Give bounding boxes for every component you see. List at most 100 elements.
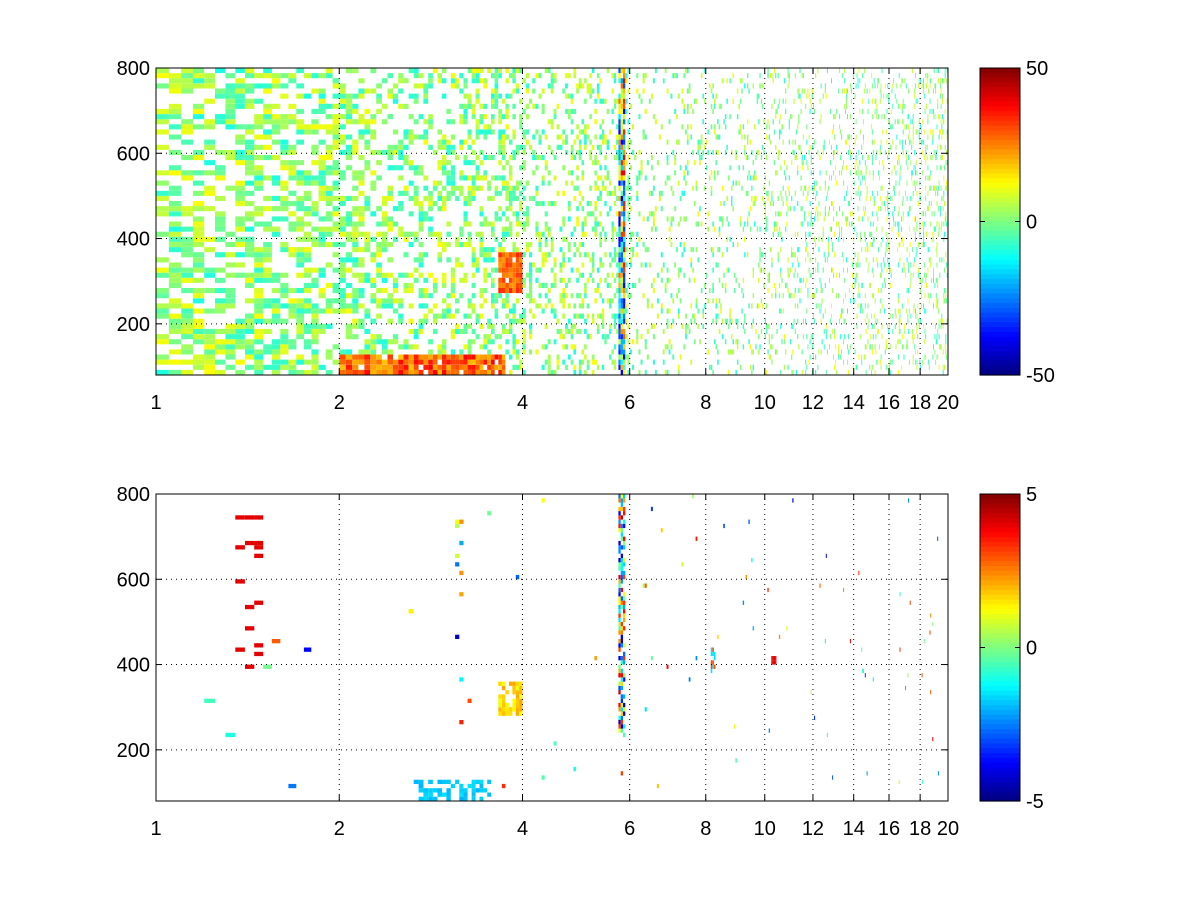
heatmap-cell	[181, 349, 193, 354]
heatmap-cell	[943, 349, 944, 354]
heatmap-cell	[875, 370, 876, 375]
heatmap-cell	[442, 273, 446, 278]
heatmap-cell	[512, 703, 515, 707]
heatmap-cell	[616, 252, 618, 257]
heatmap-cell	[495, 334, 499, 339]
heatmap-cell	[614, 78, 616, 83]
heatmap-cell	[358, 206, 364, 211]
heatmap-cell	[512, 682, 515, 686]
heatmap-cell	[937, 537, 938, 541]
heatmap-cell	[904, 329, 905, 334]
heatmap-cell	[773, 119, 774, 124]
heatmap-cell	[929, 365, 930, 370]
heatmap-cell	[495, 186, 499, 191]
heatmap-cell	[614, 278, 616, 283]
heatmap-cell	[404, 160, 409, 165]
heatmap-cell	[885, 83, 886, 88]
heatmap-cell	[680, 268, 682, 273]
heatmap-cell	[829, 175, 830, 180]
heatmap-cell	[326, 309, 333, 314]
heatmap-cell	[215, 309, 225, 314]
heatmap-cell	[744, 135, 745, 140]
heatmap-cell	[438, 780, 443, 784]
heatmap-cell	[780, 273, 781, 278]
heatmap-cell	[423, 288, 428, 293]
heatmap-cell	[539, 232, 542, 237]
heatmap-cell	[319, 191, 326, 196]
heatmap-cell	[565, 344, 568, 349]
heatmap-cell	[548, 119, 551, 124]
heatmap-cell	[741, 135, 742, 140]
heatmap-cell	[638, 150, 640, 155]
heatmap-cell	[512, 303, 515, 308]
heatmap-cell	[579, 293, 582, 298]
heatmap-cell	[908, 114, 909, 119]
heatmap-cell	[364, 344, 370, 349]
heatmap-cell	[803, 73, 804, 78]
heatmap-cell	[304, 283, 311, 288]
heatmap-cell	[414, 344, 419, 349]
heatmap-cell	[358, 273, 364, 278]
heatmap-cell	[364, 370, 370, 375]
heatmap-cell	[193, 252, 204, 257]
heatmap-cell	[364, 339, 370, 344]
heatmap-cell	[472, 339, 476, 344]
heatmap-cell	[835, 344, 836, 349]
heatmap-cell	[711, 660, 713, 664]
heatmap-cell	[943, 175, 944, 180]
heatmap-cell	[914, 89, 915, 94]
heatmap-cell	[393, 150, 398, 155]
heatmap-cell	[847, 114, 848, 119]
heatmap-cell	[529, 196, 532, 201]
heatmap-cell	[498, 206, 502, 211]
heatmap-cell	[830, 227, 831, 232]
heatmap-cell	[272, 83, 280, 88]
heatmap-cell	[934, 211, 935, 216]
heatmap-cell	[786, 196, 787, 201]
heatmap-cell	[916, 314, 917, 319]
heatmap-cell	[653, 186, 655, 191]
heatmap-cell	[896, 99, 897, 104]
heatmap-cell	[621, 694, 623, 698]
heatmap-cell	[618, 278, 620, 283]
heatmap-cell	[623, 303, 625, 308]
heatmap-cell	[946, 150, 947, 155]
heatmap-cell	[169, 370, 181, 375]
heatmap-cell	[856, 83, 857, 88]
heatmap-cell	[509, 288, 513, 293]
heatmap-cell	[747, 119, 748, 124]
heatmap-cell	[263, 665, 272, 669]
heatmap-cell	[643, 89, 645, 94]
heatmap-cell	[623, 329, 625, 334]
heatmap-cell	[451, 355, 455, 360]
heatmap-cell	[855, 278, 856, 283]
heatmap-cell	[747, 83, 748, 88]
heatmap-cell	[245, 216, 254, 221]
heatmap-cell	[326, 242, 333, 247]
heatmap-cell	[592, 68, 595, 73]
heatmap-cell	[771, 334, 772, 339]
heatmap-cell	[911, 145, 912, 150]
heatmap-cell	[941, 155, 942, 160]
heatmap-cell	[604, 140, 606, 145]
heatmap-cell	[557, 360, 560, 365]
heatmap-cell	[913, 339, 914, 344]
heatmap-cell	[235, 344, 245, 349]
heatmap-cell	[288, 222, 296, 227]
heatmap-cell	[943, 119, 944, 124]
heatmap-cell	[156, 73, 169, 78]
heatmap-cell	[803, 191, 804, 196]
heatmap-cell	[614, 319, 616, 324]
heatmap-cell	[903, 211, 904, 216]
heatmap-cell	[414, 135, 419, 140]
heatmap-cell	[451, 268, 455, 273]
heatmap-cell	[476, 135, 480, 140]
heatmap-cell	[614, 186, 616, 191]
heatmap-cell	[680, 242, 682, 247]
heatmap-cell	[618, 349, 620, 354]
heatmap-cell	[464, 196, 468, 201]
heatmap-cell	[468, 222, 472, 227]
heatmap-cell	[758, 150, 759, 155]
heatmap-cell	[509, 165, 513, 170]
heatmap-cell	[483, 129, 487, 134]
